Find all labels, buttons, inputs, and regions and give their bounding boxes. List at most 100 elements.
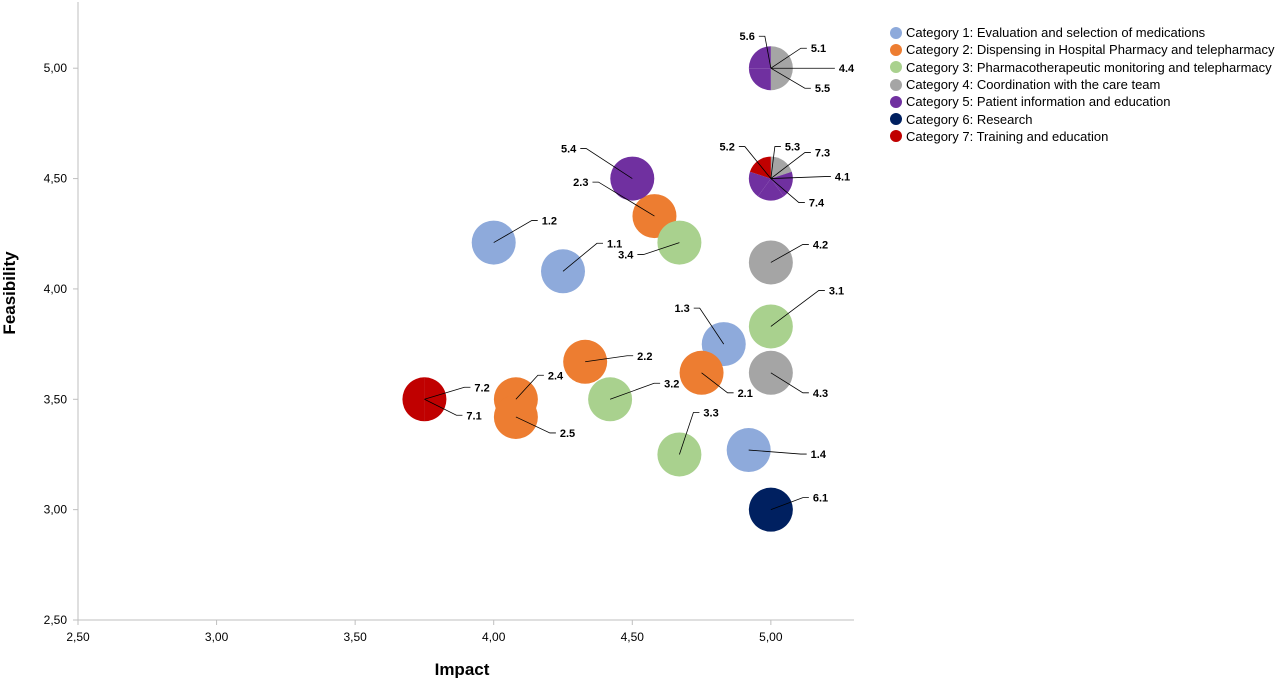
- leader-line-7.2: [424, 386, 471, 400]
- point-label-1.4: 1.4: [811, 449, 827, 461]
- point-label-4.4: 4.4: [839, 63, 855, 75]
- x-tick-label: 4,00: [482, 630, 506, 644]
- point-label-1.3: 1.3: [674, 303, 689, 315]
- point-label-5.1: 5.1: [811, 43, 826, 55]
- point-label-4.1: 4.1: [835, 172, 850, 184]
- x-tick-label: 4,50: [621, 630, 645, 644]
- leader-line-5.4: [580, 148, 633, 179]
- leader-line-2.5: [515, 416, 556, 434]
- point-label-2.2: 2.2: [637, 351, 652, 363]
- legend-label: Category 3: Pharmacotherapeutic monitori…: [906, 59, 1272, 75]
- leader-line-1.1: [562, 242, 603, 272]
- legend-label: Category 4: Coordination with the care t…: [906, 77, 1161, 93]
- leader-line-4.3: [770, 372, 809, 394]
- bubble-slice-5.6: [748, 46, 771, 69]
- legend-item-category-1: Category 1: Evaluation and selection of …: [890, 24, 1275, 41]
- point-label-5.3: 5.3: [785, 142, 800, 154]
- bubbles: [402, 46, 793, 532]
- x-tick-label: 3,00: [205, 630, 229, 644]
- point-label-1.2: 1.2: [542, 216, 557, 228]
- leader-line-5.3: [770, 146, 781, 179]
- legend-marker: [890, 95, 902, 108]
- legend-item-category-3: Category 3: Pharmacotherapeutic monitori…: [890, 59, 1275, 76]
- legend-label: Category 1: Evaluation and selection of …: [906, 25, 1206, 41]
- point-label-5.6: 5.6: [740, 31, 755, 43]
- leader-line-7.4: [770, 178, 805, 203]
- point-label-3.3: 3.3: [703, 407, 718, 419]
- legend-marker: [890, 113, 902, 126]
- bubble-slice-7.2: [402, 377, 425, 422]
- bubble-slice-5.1: [770, 68, 793, 91]
- point-label-5.4: 5.4: [561, 144, 577, 156]
- y-tick-label: 4,00: [44, 282, 68, 296]
- legend-marker: [890, 61, 902, 74]
- leader-line-5.2: [738, 146, 772, 179]
- y-tick-label: 5,00: [44, 61, 68, 75]
- legend-label: Category 6: Research: [906, 111, 1033, 127]
- x-tick-label: 2,50: [66, 630, 90, 644]
- leader-line-2.1: [701, 372, 734, 394]
- legend-marker: [890, 78, 902, 91]
- bubble-3.4: [657, 220, 702, 265]
- y-axis-title: Feasibility: [0, 251, 19, 335]
- y-tick-label: 2,50: [44, 613, 68, 627]
- bubble-slice-5.3: [757, 178, 784, 201]
- legend-item-category-5: Category 5: Patient information and educ…: [890, 93, 1275, 110]
- point-label-7.2: 7.2: [474, 382, 489, 394]
- leader-line-2.2: [585, 355, 634, 363]
- bubble-slice-4.4: [770, 46, 793, 69]
- point-label-7.3: 7.3: [815, 148, 830, 160]
- leader-line-7.1: [424, 398, 463, 416]
- bubble-slice-7.4: [749, 156, 771, 179]
- leader-line-2.3: [592, 181, 655, 217]
- point-label-1.1: 1.1: [607, 238, 622, 250]
- legend-item-category-2: Category 2: Dispensing in Hospital Pharm…: [890, 41, 1275, 58]
- leader-line-2.4: [515, 374, 544, 400]
- point-label-3.1: 3.1: [829, 285, 844, 297]
- leader-line-1.4: [748, 449, 807, 455]
- point-label-5.5: 5.5: [815, 83, 830, 95]
- x-tick-label: 5,00: [759, 630, 783, 644]
- point-label-6.1: 6.1: [813, 493, 828, 505]
- leader-line-3.3: [679, 412, 700, 455]
- legend-item-category-4: Category 4: Coordination with the care t…: [890, 76, 1275, 93]
- bubble-slice-4.1: [770, 156, 792, 179]
- legend-marker: [890, 43, 902, 56]
- legend-label: Category 7: Training and education: [906, 128, 1109, 144]
- leader-line-5.1: [770, 47, 807, 69]
- leader-line-6.1: [770, 497, 809, 511]
- leader-line-3.4: [637, 242, 680, 255]
- leader-line-5.5: [770, 67, 811, 89]
- leader-line-4.2: [770, 244, 809, 263]
- point-labels: 1.1 1.2 1.3 1.4 2.1 2.2 2.3 2.4 2.5 3.1 3.2 3.3 3.4 4…: [424, 31, 855, 511]
- point-label-3.2: 3.2: [664, 378, 679, 390]
- legend-label: Category 2: Dispensing in Hospital Pharm…: [906, 42, 1275, 58]
- point-label-3.4: 3.4: [618, 250, 634, 262]
- legend-marker: [890, 130, 902, 143]
- y-tick-label: 4,50: [44, 172, 68, 186]
- bubble-slice-5.5: [748, 68, 771, 91]
- point-label-7.1: 7.1: [466, 410, 481, 422]
- leader-line-5.6: [758, 35, 772, 69]
- leader-line-7.3: [770, 152, 811, 179]
- legend-label: Category 5: Patient information and educ…: [906, 94, 1171, 110]
- leader-line-1.3: [693, 307, 725, 345]
- x-tick-label: 3,50: [343, 630, 367, 644]
- point-label-2.4: 2.4: [548, 370, 564, 382]
- axes: 2,50 3,00 3,50 4,00 4,50 5,00 2,50 3,00 3,50 4,00…: [44, 2, 854, 644]
- bubble-slice-7.1: [424, 377, 447, 422]
- point-label-2.3: 2.3: [573, 177, 588, 189]
- legend-marker: [890, 26, 902, 39]
- legend-item-category-6: Category 6: Research: [890, 110, 1275, 127]
- leader-line-3.1: [770, 290, 825, 327]
- leader-line-3.2: [609, 382, 661, 400]
- point-label-2.5: 2.5: [560, 428, 575, 440]
- point-label-5.2: 5.2: [720, 142, 735, 154]
- point-label-2.1: 2.1: [738, 388, 753, 400]
- point-label-7.4: 7.4: [809, 198, 825, 210]
- y-tick-label: 3,00: [44, 503, 68, 517]
- point-label-4.3: 4.3: [813, 388, 828, 400]
- point-label-4.2: 4.2: [813, 239, 828, 251]
- legend-item-category-7: Category 7: Training and education: [890, 128, 1275, 145]
